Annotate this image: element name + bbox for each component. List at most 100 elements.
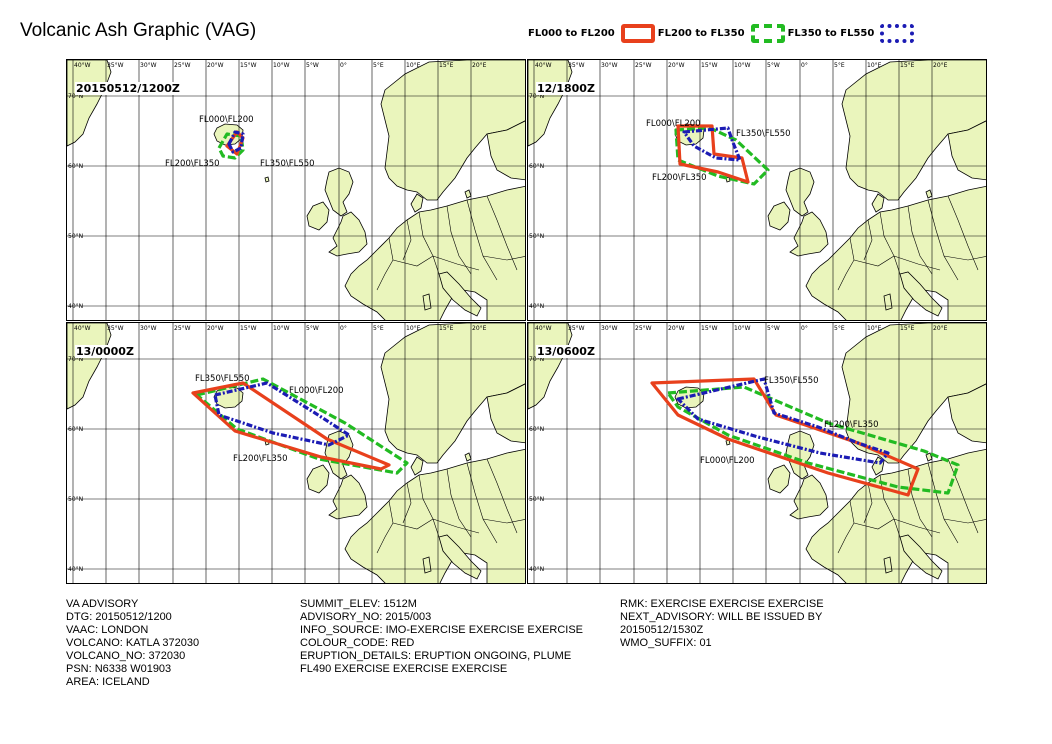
- lat-tick-label: 70°N: [68, 93, 83, 100]
- map-panel-1[interactable]: 40°W 35°W 30°W 25°W 20°W 15°W 10°W 5°W 0° 5°E 10°E…: [66, 59, 526, 321]
- lon-tick-label: 30°W: [140, 62, 157, 69]
- lon-tick-label: 5°W: [767, 62, 780, 69]
- graticule: [528, 60, 986, 320]
- legend-swatch-blue: [880, 24, 915, 43]
- country-border: [879, 211, 901, 275]
- country-border: [853, 255, 895, 267]
- lat-tick-label: 60°N: [529, 426, 544, 433]
- map-panel-2[interactable]: 40°W 35°W 30°W 25°W 20°W 15°W 10°W 5°W 0° 5°E 10°E…: [527, 59, 987, 321]
- lon-tick-label: 5°E: [834, 325, 845, 332]
- lon-tick-label: 25°W: [635, 62, 652, 69]
- lon-tick-label: 20°E: [933, 62, 948, 69]
- country-border: [837, 500, 855, 554]
- landmass: [528, 60, 573, 147]
- landmass: [899, 534, 943, 580]
- lon-tick-label: 15°E: [439, 325, 454, 332]
- country-border: [863, 219, 873, 261]
- legend-label-blue: FL350 to FL550: [787, 28, 875, 39]
- lon-tick-label: 0°: [801, 325, 808, 332]
- ash-layer-label-blue: FL350\FL550: [195, 374, 250, 384]
- lon-tick-label: 30°W: [601, 62, 618, 69]
- advisory-col-1: VA ADVISORY DTG: 20150512/1200 VAAC: LON…: [66, 598, 199, 689]
- lon-tick-label: 0°: [801, 62, 808, 69]
- landmass: [899, 271, 943, 317]
- country-border: [893, 255, 941, 271]
- advisory-line: FL490 EXERCISE EXERCISE EXERCISE: [300, 663, 508, 675]
- advisory-line: ERUPTION_DETAILS: ERUPTION ONGOING, PLUM…: [300, 650, 572, 662]
- legend-swatch-green: [750, 24, 785, 43]
- country-border: [376, 237, 394, 291]
- country-border: [432, 518, 480, 534]
- landmass: [486, 383, 525, 444]
- lon-tick-label: 0°: [340, 62, 347, 69]
- country-border: [837, 237, 855, 291]
- landmass: [380, 60, 525, 201]
- ash-area-fl350-fl550: [213, 381, 351, 447]
- country-border: [376, 500, 394, 554]
- country-border: [432, 255, 480, 271]
- advisory-line: VA ADVISORY: [66, 598, 139, 610]
- map-canvas: 40°W 35°W 30°W 25°W 20°W 15°W 10°W 5°W 0° 5°E 10°E…: [67, 323, 525, 583]
- lon-tick-label: 15°W: [240, 325, 257, 332]
- country-border: [907, 468, 933, 538]
- lat-tick-label: 60°N: [68, 426, 83, 433]
- legend-label-red: FL000 to FL200: [528, 28, 615, 39]
- ash-area-fl350-fl550: [676, 377, 890, 465]
- country-border: [486, 195, 518, 271]
- lon-tick-label: 10°E: [406, 325, 421, 332]
- advisory-line: 20150512/1530Z: [620, 624, 704, 636]
- panel-time: 13/0600Z: [536, 345, 596, 358]
- landmass: [871, 193, 885, 213]
- lon-tick-label: 10°W: [273, 325, 290, 332]
- lat-tick-label: 50°N: [68, 496, 83, 503]
- lon-tick-label: 20°W: [207, 62, 224, 69]
- landmass: [410, 193, 424, 213]
- country-border: [947, 458, 979, 534]
- map-panel-3[interactable]: 40°W 35°W 30°W 25°W 20°W 15°W 10°W 5°W 0° 5°E 10°E…: [66, 322, 526, 584]
- lon-tick-label: 30°W: [601, 325, 618, 332]
- country-border: [446, 468, 472, 538]
- page-title: Volcanic Ash Graphic (VAG): [20, 20, 257, 41]
- map-canvas: 40°W 35°W 30°W 25°W 20°W 15°W 10°W 5°W 0° 5°E 10°E…: [528, 323, 986, 583]
- map-panel-4[interactable]: 40°W 35°W 30°W 25°W 20°W 15°W 10°W 5°W 0° 5°E 10°E…: [527, 322, 987, 584]
- ash-area-fl200-fl350: [195, 377, 409, 475]
- lon-tick-label: 25°W: [635, 325, 652, 332]
- ash-area-fl000-fl200: [191, 381, 391, 471]
- landmass-group: [67, 60, 525, 320]
- lon-tick-label: 25°W: [174, 62, 191, 69]
- legend-swatch-red: [620, 24, 655, 43]
- lon-tick-label: 15°W: [240, 62, 257, 69]
- landmass: [344, 185, 525, 320]
- landmass: [380, 323, 525, 464]
- lon-tick-label: 35°W: [107, 62, 124, 69]
- advisory-line: VOLCANO_NO: 372030: [66, 650, 186, 662]
- advisory-line: RMK: EXERCISE EXERCISE EXERCISE: [620, 598, 824, 610]
- lon-tick-label: 10°E: [406, 62, 421, 69]
- landmass: [486, 120, 525, 181]
- lat-tick-label: 40°N: [529, 303, 544, 310]
- lon-tick-label: 10°W: [734, 325, 751, 332]
- landmass: [67, 323, 112, 410]
- lon-tick-label: 5°E: [373, 325, 384, 332]
- ash-area-fl000-fl200: [650, 377, 920, 497]
- ash-layer-label-red: FL000\FL200: [700, 456, 755, 466]
- landmass: [328, 211, 368, 257]
- advisory-line: NEXT_ADVISORY: WILL BE ISSUED BY: [620, 611, 823, 623]
- lon-tick-label: 40°W: [535, 325, 552, 332]
- country-border: [446, 205, 472, 275]
- lat-tick-label: 70°N: [529, 93, 544, 100]
- country-border: [482, 255, 525, 261]
- landmass-group: [528, 323, 986, 583]
- landmass-group: [528, 60, 986, 320]
- landmass: [344, 448, 525, 583]
- legend: FL000 to FL200 FL200 to FL350 FL350 to F…: [528, 24, 917, 43]
- advisory-line: INFO_SOURCE: IMO-EXERCISE EXERCISE EXERC…: [300, 624, 584, 636]
- legend-label-green: FL200 to FL350: [657, 28, 745, 39]
- ash-layer-label-red: FL000\FL200: [646, 119, 701, 129]
- country-border: [943, 255, 986, 261]
- country-border: [482, 518, 525, 524]
- advisory-line: WMO_SUFFIX: 01: [620, 637, 712, 649]
- advisory-col-2: SUMMIT_ELEV: 1512M ADVISORY_NO: 2015/003…: [300, 598, 583, 676]
- lat-tick-label: 70°N: [68, 356, 83, 363]
- landmass: [438, 534, 482, 580]
